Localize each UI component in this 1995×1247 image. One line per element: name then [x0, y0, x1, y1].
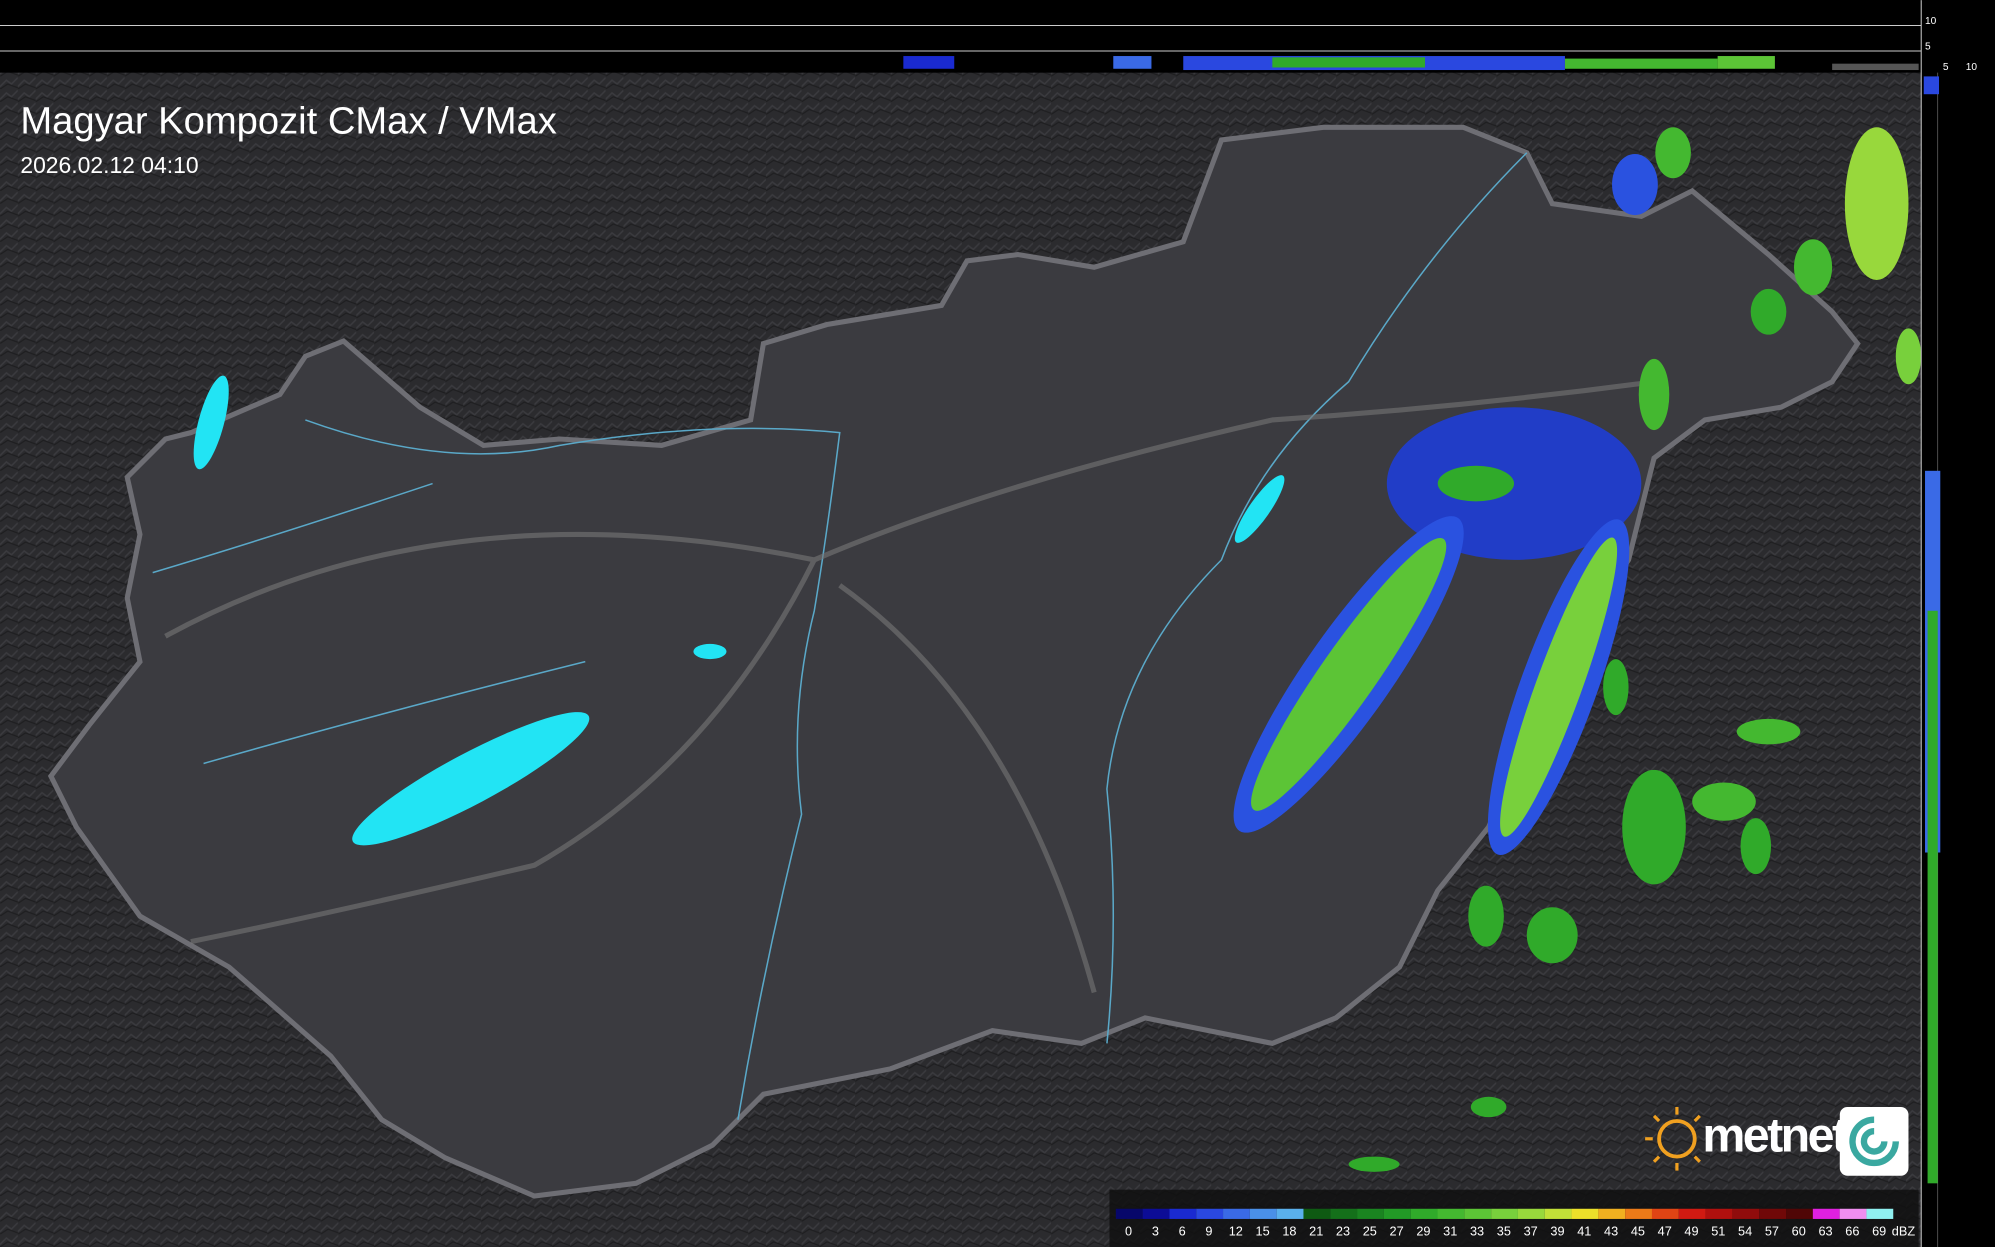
- legend-swatch: [1625, 1208, 1652, 1219]
- legend-label: 49: [1684, 1223, 1698, 1238]
- profile-tick: 5: [1943, 62, 1949, 73]
- legend-label: 0: [1125, 1223, 1132, 1238]
- legend-label: 35: [1497, 1223, 1511, 1238]
- legend-swatch: [1223, 1208, 1250, 1219]
- legend-label: 23: [1336, 1223, 1350, 1238]
- legend-label: 31: [1443, 1223, 1457, 1238]
- legend-label: 45: [1631, 1223, 1645, 1238]
- legend-label: 60: [1792, 1223, 1806, 1238]
- legend-swatch: [1812, 1208, 1840, 1219]
- legend-swatch: [1410, 1208, 1438, 1219]
- legend-swatch: [1571, 1208, 1599, 1219]
- legend-swatch: [1464, 1208, 1492, 1219]
- legend-swatch: [1357, 1208, 1384, 1219]
- profile-echoes: [903, 56, 1919, 71]
- legend-swatch: [1732, 1208, 1760, 1219]
- legend-label: 29: [1416, 1223, 1430, 1238]
- country-outline: [47, 124, 1861, 1199]
- legend-swatch: [1544, 1208, 1572, 1219]
- side-echoes: [1923, 76, 1941, 1184]
- legend-swatch: [1196, 1208, 1224, 1219]
- profile-tick: 5: [1925, 42, 1931, 53]
- legend-label: 41: [1577, 1223, 1591, 1238]
- legend-label: 27: [1390, 1223, 1404, 1238]
- legend-label: 63: [1818, 1223, 1832, 1238]
- legend-label: 6: [1179, 1223, 1186, 1238]
- legend-unit: dBZ: [1892, 1223, 1916, 1238]
- logo: metnet: [1645, 1106, 1909, 1176]
- legend-swatch: [1517, 1208, 1545, 1219]
- roads: [164, 379, 1655, 994]
- legend-swatch: [1786, 1208, 1813, 1219]
- legend-swatch: [1249, 1208, 1277, 1219]
- legend-swatch: [1115, 1208, 1143, 1219]
- legend-label: 54: [1738, 1223, 1752, 1238]
- legend-label: 18: [1282, 1223, 1296, 1238]
- legend-swatch: [1678, 1208, 1706, 1219]
- legend-swatch: [1303, 1208, 1331, 1219]
- legend-label: 43: [1604, 1223, 1618, 1238]
- legend-label: 51: [1711, 1223, 1725, 1238]
- legend-label: 3: [1152, 1223, 1159, 1238]
- timestamp: 2026.02.12 04:10: [20, 152, 198, 178]
- legend-swatch: [1142, 1208, 1170, 1219]
- legend-label: 47: [1658, 1223, 1672, 1238]
- legend-swatch: [1705, 1208, 1733, 1219]
- legend-label: 9: [1205, 1223, 1212, 1238]
- legend-swatch: [1330, 1208, 1358, 1219]
- legend-label: 21: [1309, 1223, 1323, 1238]
- legend-swatch: [1598, 1208, 1626, 1219]
- legend-swatch: [1169, 1208, 1197, 1219]
- legend-label: 66: [1845, 1223, 1859, 1238]
- legend-label: 15: [1256, 1223, 1270, 1238]
- legend-swatch: [1839, 1208, 1867, 1219]
- logo-text: metnet: [1702, 1109, 1848, 1163]
- legend-swatch: [1866, 1208, 1894, 1219]
- legend-swatch: [1759, 1208, 1787, 1219]
- legend-label: 69: [1872, 1223, 1886, 1238]
- legend-swatch: [1651, 1208, 1679, 1219]
- legend-label: 12: [1229, 1223, 1243, 1238]
- legend-swatch: [1276, 1208, 1304, 1219]
- legend-label: 37: [1524, 1223, 1538, 1238]
- legend-label: 39: [1550, 1223, 1564, 1238]
- lakes: [193, 375, 1285, 846]
- legend: 0 3 6 9 12 15 18 21 23 25 27 29 31 33 35 37 39 41 43 45 47 49…: [1115, 1208, 1916, 1238]
- legend-swatch: [1383, 1208, 1411, 1219]
- legend-swatch: [1491, 1208, 1518, 1219]
- legend-swatch: [1437, 1208, 1465, 1219]
- legend-label: 25: [1363, 1223, 1377, 1238]
- profile-tick: 10: [1966, 62, 1978, 73]
- radar-echoes: [1233, 127, 1922, 1172]
- legend-label: 57: [1765, 1223, 1779, 1238]
- rivers: [152, 152, 1528, 1120]
- profile-tick: 10: [1925, 16, 1937, 27]
- map-title: Magyar Kompozit CMax / VMax: [20, 100, 556, 143]
- legend-label: 33: [1470, 1223, 1484, 1238]
